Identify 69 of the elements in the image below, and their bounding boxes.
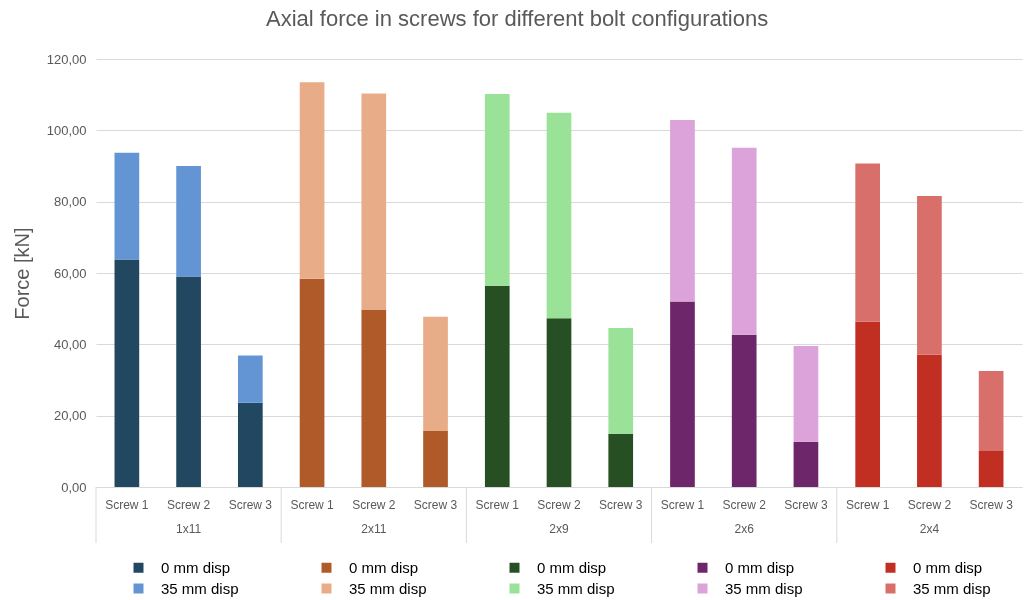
bar [978,450,1004,487]
y-axis-title: Force [kN] [10,227,33,320]
legend-label: 35 mm disp [537,579,615,597]
legend-label: 0 mm disp [725,558,795,576]
x-tick-label: Screw 3 [599,497,643,512]
text: 2x4 [919,522,940,536]
x-tick-label: Screw 1 [845,497,890,512]
y-tick-label: 20,00 [53,408,87,424]
bar [793,441,819,487]
bar [237,402,263,487]
x-tick-label: Screw 3 [784,497,828,512]
bar [608,327,634,434]
bar [917,354,942,487]
bar [176,276,201,487]
bar [484,285,510,487]
x-tick-label: Screw 1 [290,497,335,512]
bar [855,321,881,487]
y-tick-label: 120,00 [46,51,87,67]
bar [546,112,572,319]
bar [670,301,695,487]
bar [237,355,263,403]
x-tick-label: Screw 1 [475,497,520,512]
legend-label: 35 mm disp [725,579,803,597]
bar [608,433,634,487]
bar [546,318,572,487]
chart-title: Axial force in screws for different bolt configurations [266,6,769,31]
legend-label: 35 mm disp [161,579,239,597]
bar [670,119,695,302]
legend-label: 35 mm disp [349,579,427,597]
bar [361,309,387,487]
bar [423,316,448,431]
y-tick-label: 80,00 [53,194,87,210]
bar [299,278,325,487]
x-tick-label: Screw 1 [105,497,149,512]
x-tick-label: Screw 2 [907,497,952,512]
legend-label: 0 mm disp [537,558,607,576]
bar [114,152,140,260]
x-tick-label: Screw 3 [413,497,458,512]
legend-label: 0 mm disp [913,558,983,576]
y-tick-label: 0,00 [61,479,87,495]
text: 2x9 [549,522,569,536]
y-tick-label: 40,00 [53,336,87,352]
legend-label: 35 mm disp [913,579,991,597]
bar [855,163,881,322]
legend-label: 0 mm disp [349,558,419,576]
bar [361,93,387,310]
bar [917,195,942,355]
text: 2x11 [361,522,387,536]
legend-label: 0 mm disp [161,558,231,576]
x-tick-label: Screw 2 [722,497,767,512]
bar [176,166,201,277]
text: 2x6 [734,522,755,536]
bar [731,334,757,487]
text: 1x11 [176,522,202,536]
y-tick-label: 60,00 [53,265,87,281]
bar [114,259,140,487]
bar [484,93,510,286]
bar [299,82,325,279]
x-tick-label: Screw 1 [660,497,705,512]
x-tick-label: Screw 2 [537,497,581,512]
x-tick-label: Screw 3 [969,497,1014,512]
bar [423,431,448,487]
bar [793,346,819,442]
y-tick-label: 100,00 [46,122,87,138]
x-tick-label: Screw 2 [166,497,211,512]
x-tick-label: Screw 2 [352,497,396,512]
x-tick-label: Screw 3 [228,497,273,512]
bar [731,147,757,335]
bar [978,371,1004,451]
